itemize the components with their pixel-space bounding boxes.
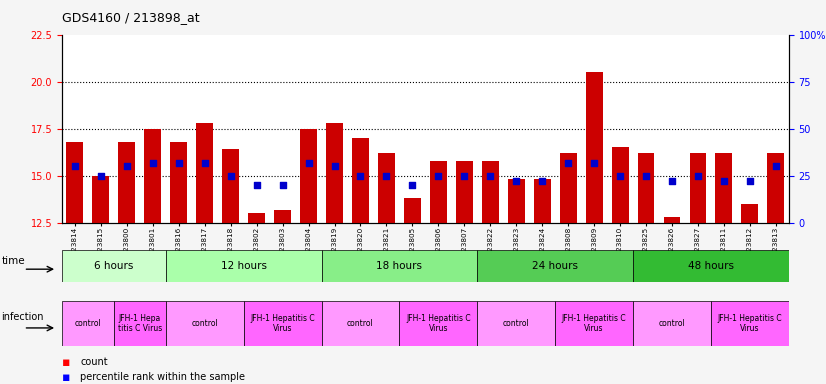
Bar xyxy=(145,129,161,223)
Text: JFH-1 Hepatitis C
Virus: JFH-1 Hepatitis C Virus xyxy=(406,314,471,333)
Bar xyxy=(482,161,499,223)
Bar xyxy=(326,123,343,223)
Text: count: count xyxy=(80,357,107,367)
Bar xyxy=(633,301,711,346)
Text: 48 hours: 48 hours xyxy=(688,261,734,271)
Bar xyxy=(767,153,784,223)
Text: JFH-1 Hepatitis C
Virus: JFH-1 Hepatitis C Virus xyxy=(562,314,626,333)
Point xyxy=(224,173,237,179)
Bar xyxy=(638,153,654,223)
Text: ▪: ▪ xyxy=(62,356,70,369)
Text: 6 hours: 6 hours xyxy=(94,261,134,271)
Bar xyxy=(633,250,789,282)
Point xyxy=(691,173,705,179)
Point xyxy=(354,173,367,179)
Point xyxy=(302,159,316,166)
Bar xyxy=(321,250,477,282)
Text: control: control xyxy=(347,319,374,328)
Point xyxy=(380,173,393,179)
Text: control: control xyxy=(74,319,102,328)
Point xyxy=(250,182,263,188)
Bar xyxy=(477,250,633,282)
Bar xyxy=(93,176,109,223)
Text: 18 hours: 18 hours xyxy=(377,261,422,271)
Text: percentile rank within the sample: percentile rank within the sample xyxy=(80,372,245,382)
Bar xyxy=(560,153,577,223)
Bar xyxy=(378,153,395,223)
Bar xyxy=(711,301,789,346)
Bar xyxy=(114,301,166,346)
Bar xyxy=(170,142,188,223)
Bar xyxy=(430,161,447,223)
Text: JFH-1 Hepa
titis C Virus: JFH-1 Hepa titis C Virus xyxy=(117,314,162,333)
Bar xyxy=(321,301,400,346)
Bar xyxy=(690,153,706,223)
Bar xyxy=(404,198,420,223)
Point xyxy=(639,173,653,179)
Bar xyxy=(166,250,321,282)
Point xyxy=(510,178,523,184)
Bar xyxy=(555,301,633,346)
Bar xyxy=(244,301,321,346)
Point xyxy=(146,159,159,166)
Bar xyxy=(300,129,317,223)
Point xyxy=(535,178,548,184)
Bar xyxy=(248,214,265,223)
Point xyxy=(276,182,289,188)
Text: infection: infection xyxy=(2,312,44,322)
Bar xyxy=(477,301,555,346)
Text: 12 hours: 12 hours xyxy=(221,261,267,271)
Bar xyxy=(222,149,239,223)
Bar xyxy=(663,217,681,223)
Bar xyxy=(62,301,114,346)
Point xyxy=(406,182,419,188)
Point xyxy=(458,173,471,179)
Bar xyxy=(274,210,291,223)
Point xyxy=(328,163,341,169)
Bar xyxy=(62,250,166,282)
Point xyxy=(69,163,82,169)
Bar xyxy=(197,123,213,223)
Bar xyxy=(611,147,629,223)
Text: control: control xyxy=(658,319,686,328)
Point xyxy=(172,159,185,166)
Point xyxy=(121,163,134,169)
Bar xyxy=(166,301,244,346)
Text: JFH-1 Hepatitis C
Virus: JFH-1 Hepatitis C Virus xyxy=(250,314,315,333)
Point xyxy=(432,173,445,179)
Point xyxy=(94,173,107,179)
Point xyxy=(562,159,575,166)
Text: 24 hours: 24 hours xyxy=(532,261,578,271)
Bar xyxy=(715,153,733,223)
Point xyxy=(198,159,211,166)
Point xyxy=(587,159,601,166)
Text: time: time xyxy=(2,256,25,266)
Point xyxy=(666,178,679,184)
Bar xyxy=(742,204,758,223)
Point xyxy=(484,173,497,179)
Text: ▪: ▪ xyxy=(62,371,70,384)
Bar xyxy=(400,301,477,346)
Bar xyxy=(66,142,83,223)
Bar xyxy=(534,179,551,223)
Bar xyxy=(586,72,602,223)
Bar xyxy=(508,179,525,223)
Bar xyxy=(352,138,369,223)
Point xyxy=(769,163,782,169)
Point xyxy=(743,178,757,184)
Text: control: control xyxy=(503,319,529,328)
Point xyxy=(614,173,627,179)
Bar xyxy=(118,142,135,223)
Text: control: control xyxy=(192,319,218,328)
Text: GDS4160 / 213898_at: GDS4160 / 213898_at xyxy=(62,12,200,25)
Text: JFH-1 Hepatitis C
Virus: JFH-1 Hepatitis C Virus xyxy=(718,314,782,333)
Point xyxy=(717,178,730,184)
Bar xyxy=(456,161,472,223)
